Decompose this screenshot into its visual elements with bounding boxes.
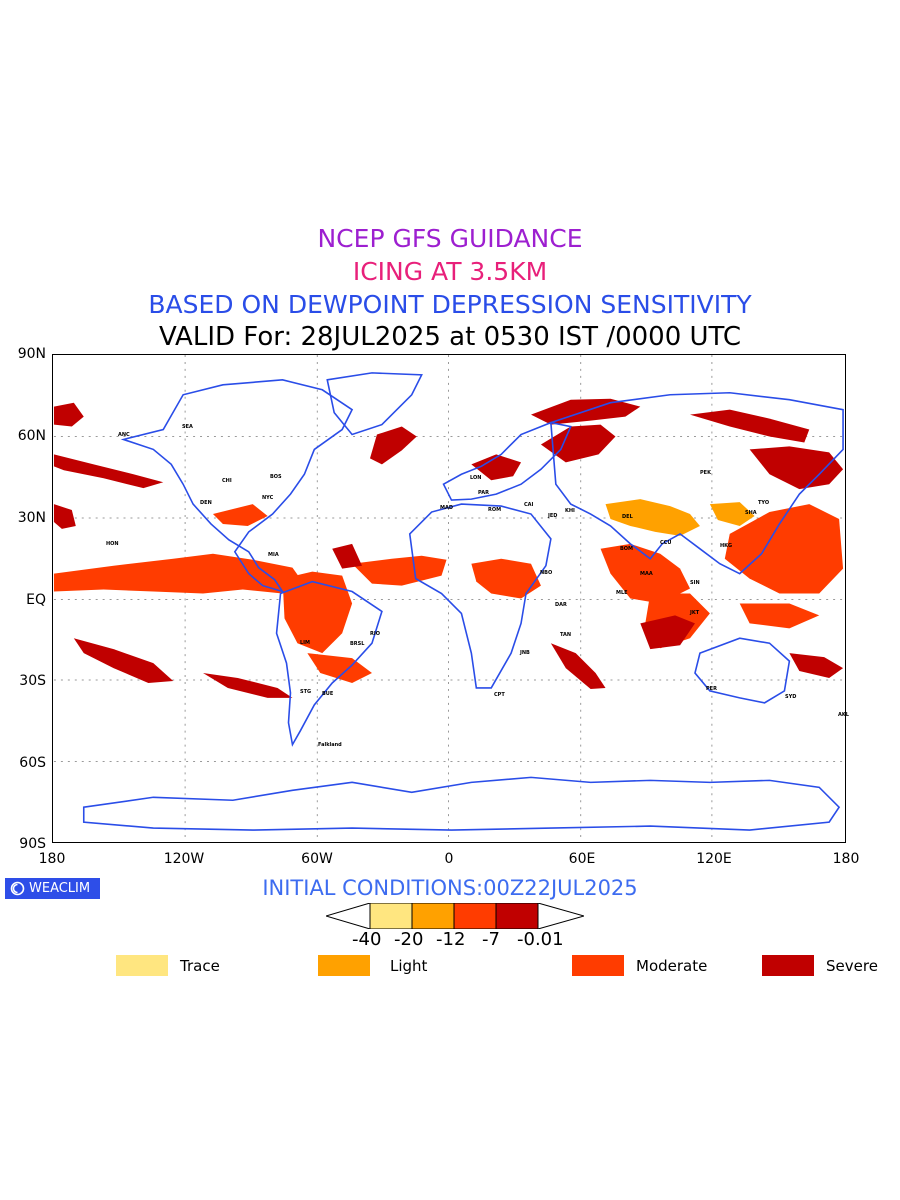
- station-label: DEN: [200, 500, 212, 506]
- legend-label-light: Light: [390, 957, 428, 975]
- station-label: CCU: [660, 540, 672, 546]
- station-label: PAR: [478, 490, 489, 496]
- coastlines: [82, 372, 844, 831]
- station-label: LON: [470, 475, 482, 481]
- graticule: [53, 355, 844, 841]
- station-label: DAR: [555, 602, 567, 608]
- colorbar-tick: -0.01: [517, 929, 564, 950]
- colorbar-tick: -40: [352, 929, 382, 950]
- initial-conditions: INITIAL CONDITIONS:00Z22JUL2025: [262, 876, 638, 900]
- colorbar-right-arrow: [537, 903, 584, 929]
- station-label: AKL: [838, 712, 849, 718]
- station-label: BRSL: [350, 641, 365, 647]
- station-label: SYD: [785, 694, 797, 700]
- world-map: [53, 355, 844, 841]
- station-label: SIN: [690, 580, 700, 586]
- colorbar: [326, 903, 584, 929]
- station-label: JKT: [690, 610, 700, 616]
- map-panel: [52, 354, 846, 843]
- station-label: HKG: [720, 543, 733, 549]
- station-label: MAA: [640, 571, 653, 577]
- chart-title: NCEP GFS GUIDANCE: [317, 224, 583, 253]
- valid-time: VALID For: 28JUL2025 at 0530 IST /0000 U…: [158, 322, 742, 352]
- lat-label-90n: 90N: [17, 346, 46, 362]
- lat-label-60n: 60N: [17, 428, 46, 444]
- station-label: SEA: [182, 424, 193, 430]
- chart-subtitle-level: ICING AT 3.5KM: [352, 257, 548, 286]
- lat-label-60s: 60S: [19, 755, 46, 771]
- station-label: PEK: [700, 470, 711, 476]
- lon-label-60e: 60E: [568, 851, 596, 867]
- station-label: KHI: [565, 508, 575, 514]
- station-label: PER: [706, 686, 717, 692]
- station-label: JED: [548, 513, 558, 519]
- station-label: STG: [300, 689, 312, 695]
- lat-label-90s: 90S: [19, 836, 46, 852]
- colorbar-left-arrow: [326, 903, 371, 929]
- station-label: ROM: [488, 507, 502, 513]
- station-label: NYC: [262, 495, 274, 501]
- chart-subtitle-method: BASED ON DEWPOINT DEPRESSION SENSITIVITY: [148, 290, 752, 319]
- legend-swatch-severe: [762, 955, 814, 976]
- colorbar-trace: [369, 903, 413, 929]
- station-label: SHA: [745, 510, 757, 516]
- station-label: DEL: [622, 514, 633, 520]
- icing-light-areas: [605, 499, 755, 536]
- station-label: MAD: [440, 505, 453, 511]
- station-label: LIM: [300, 640, 311, 646]
- lon-label-180e: 180: [832, 851, 860, 867]
- logo-text: WEACLIM: [29, 881, 91, 896]
- station-label: BOS: [270, 474, 282, 480]
- station-label: NBO: [540, 570, 553, 576]
- legend-label-trace: Trace: [180, 957, 220, 975]
- colorbar-tick: -7: [482, 929, 500, 950]
- lon-label-120w: 120W: [163, 851, 205, 867]
- legend-swatch-trace: [116, 955, 168, 976]
- station-label: MIA: [268, 552, 279, 558]
- station-label: HON: [106, 541, 119, 547]
- lon-label-120e: 120E: [696, 851, 732, 867]
- legend-swatch-light: [318, 955, 370, 976]
- station-label: TYO: [758, 500, 770, 506]
- colorbar-moderate: [453, 903, 497, 929]
- legend-label-severe: Severe: [826, 957, 878, 975]
- station-label: Falkland: [318, 742, 342, 748]
- lat-label-30s: 30S: [19, 673, 46, 689]
- station-label: TAN: [560, 632, 572, 638]
- logo-icon: [10, 881, 25, 896]
- lon-label-0: 0: [444, 851, 454, 867]
- station-label: CPT: [494, 692, 505, 698]
- lon-label-180w: 180: [38, 851, 66, 867]
- weaclim-logo: WEACLIM: [5, 878, 100, 899]
- station-label: JNB: [520, 650, 530, 656]
- station-label: BUE: [322, 691, 334, 697]
- station-label: BOM: [620, 546, 634, 552]
- colorbar-tick: -12: [436, 929, 466, 950]
- lon-label-60w: 60W: [301, 851, 333, 867]
- station-label: MLE: [616, 590, 628, 596]
- lat-label-30n: 30N: [17, 510, 46, 526]
- colorbar-light: [411, 903, 455, 929]
- colorbar-severe: [495, 903, 539, 929]
- legend-swatch-moderate: [572, 955, 624, 976]
- icing-moderate-areas: [53, 504, 844, 683]
- legend-label-moderate: Moderate: [636, 957, 708, 975]
- station-label: CAI: [524, 502, 534, 508]
- station-label: RIO: [370, 631, 380, 637]
- station-label: ANC: [118, 432, 130, 438]
- station-label: CHI: [222, 478, 232, 484]
- colorbar-tick: -20: [394, 929, 424, 950]
- lat-label-eq: EQ: [26, 592, 46, 608]
